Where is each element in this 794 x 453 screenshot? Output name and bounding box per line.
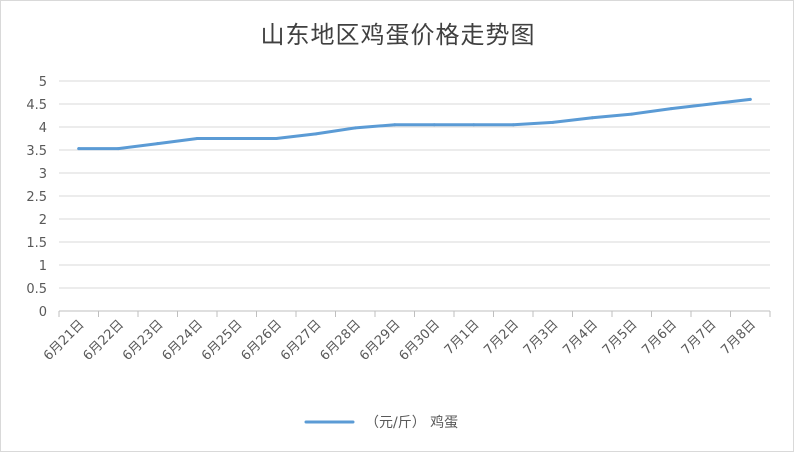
x-tick-label: 6月23日 [120, 317, 167, 364]
x-tick-label: 6月25日 [199, 317, 246, 364]
data-point [274, 137, 278, 140]
data-point [314, 132, 318, 136]
x-tick-label: 6月30日 [397, 317, 444, 364]
x-tick-label: 6月26日 [239, 317, 286, 364]
x-tick-label: 7月1日 [442, 317, 483, 358]
y-tick-label: 4.5 [26, 98, 47, 113]
data-point [393, 123, 397, 127]
data-point [709, 102, 713, 106]
y-tick-label: 1 [39, 259, 47, 274]
chart-title: 山东地区鸡蛋价格走势图 [260, 21, 536, 49]
x-tick-label: 7月5日 [600, 317, 641, 358]
data-point [156, 142, 160, 146]
series-line [77, 97, 752, 151]
x-tick-label: 7月2日 [481, 317, 522, 358]
data-point [432, 123, 436, 127]
data-point [116, 147, 120, 151]
data-point [669, 107, 673, 111]
x-tick-label: 6月21日 [41, 317, 88, 364]
x-tick-label: 7月3日 [521, 317, 562, 358]
x-tick-label: 6月22日 [81, 317, 128, 364]
x-tick-label: 7月7日 [679, 317, 720, 358]
data-point [590, 116, 594, 120]
x-tick-label: 6月28日 [318, 317, 365, 364]
data-point [353, 126, 357, 130]
y-tick-label: 0.5 [26, 282, 47, 297]
x-tick-label: 7月6日 [639, 317, 680, 358]
data-point [511, 123, 515, 127]
y-tick-label: 2 [39, 213, 47, 228]
legend-label: （元/斤） 鸡蛋 [365, 414, 458, 431]
x-tick-label: 6月27日 [278, 317, 325, 364]
x-tick-label: 6月24日 [160, 317, 207, 364]
y-tick-label: 5 [39, 75, 47, 90]
y-tick-label: 4 [39, 121, 47, 136]
x-tick-label: 7月8日 [718, 317, 759, 358]
y-tick-label: 3 [39, 167, 47, 182]
data-point [77, 147, 81, 151]
data-point [195, 137, 199, 140]
y-tick-label: 0 [39, 305, 47, 320]
data-point [630, 112, 634, 116]
data-point [748, 97, 752, 101]
y-tick-label: 3.5 [26, 144, 47, 159]
data-point [551, 120, 555, 124]
data-point [235, 137, 239, 140]
x-tick-label: 6月29日 [357, 317, 404, 364]
x-tick-label: 7月4日 [560, 317, 601, 358]
data-point [472, 123, 476, 127]
y-tick-label: 2.5 [26, 190, 47, 205]
y-tick-label: 1.5 [26, 236, 47, 251]
